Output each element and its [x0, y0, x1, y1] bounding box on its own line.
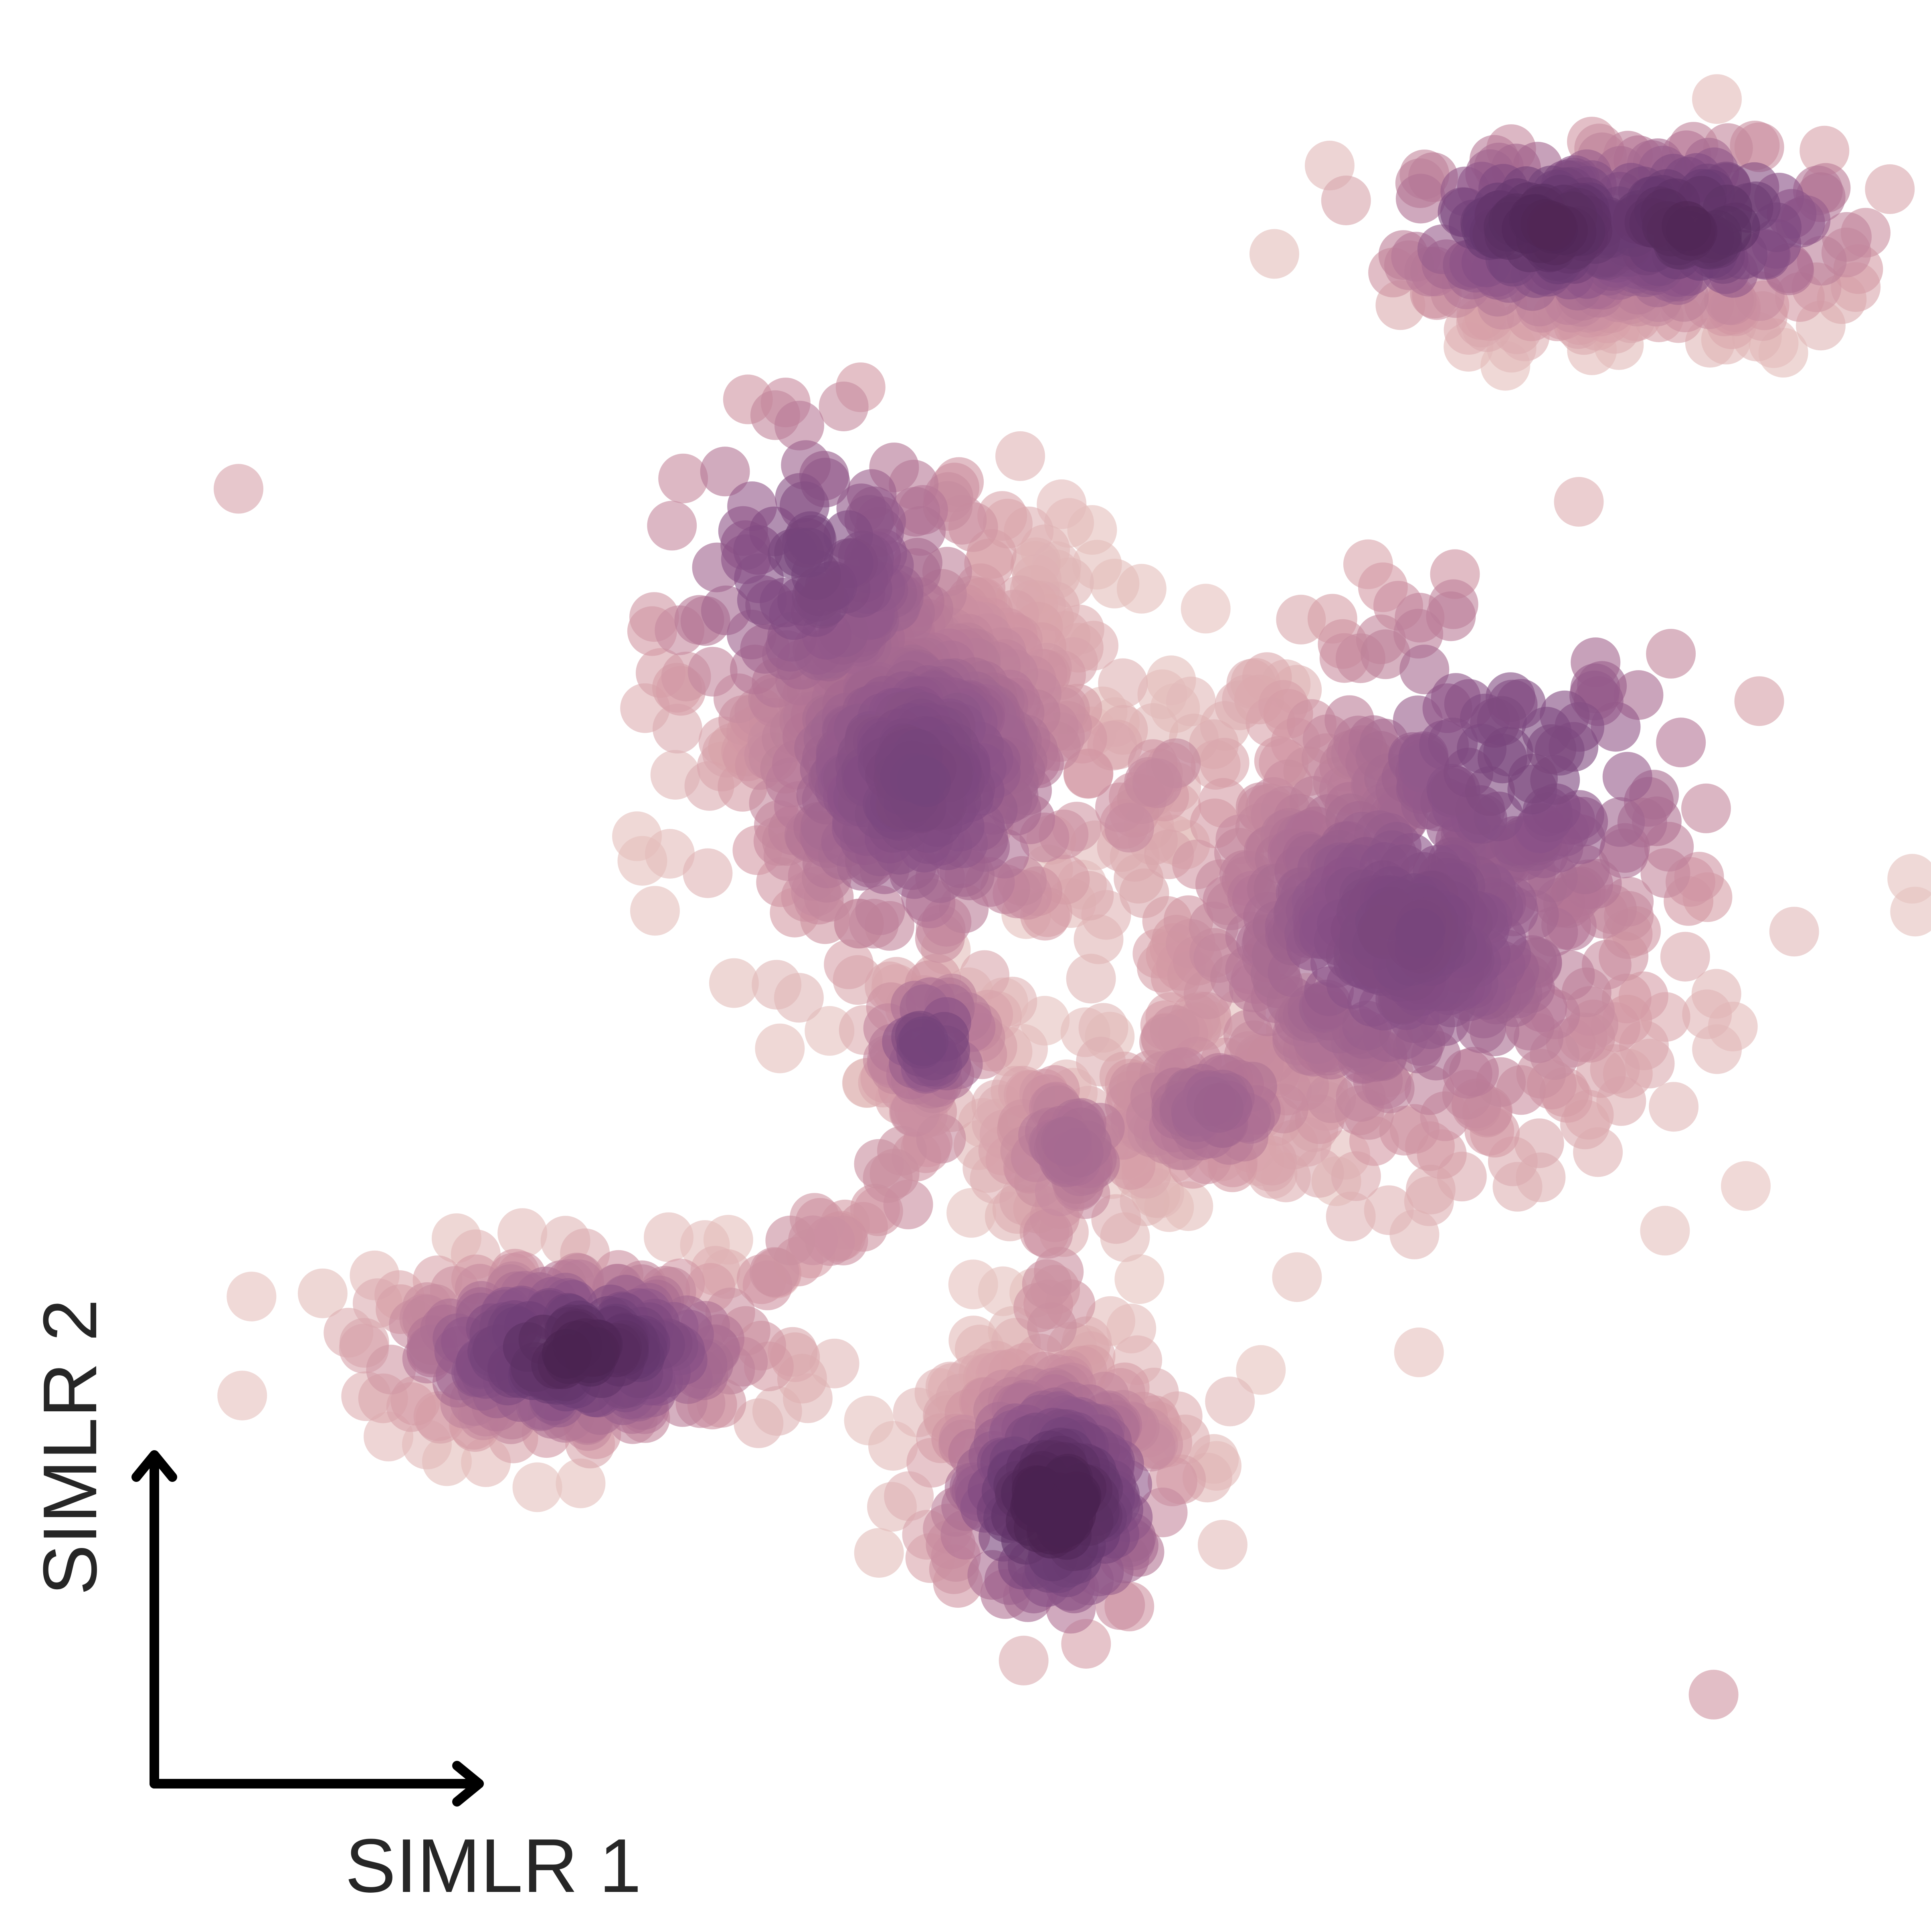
- data-point: [1646, 629, 1696, 679]
- data-point: [854, 1528, 904, 1578]
- data-point: [542, 1329, 592, 1379]
- data-point: [890, 753, 940, 803]
- data-point: [1800, 125, 1850, 176]
- data-point: [1043, 1117, 1093, 1167]
- data-point: [883, 1179, 933, 1229]
- data-point: [774, 973, 824, 1023]
- data-point: [1022, 1259, 1072, 1309]
- data-point: [1098, 658, 1148, 708]
- data-point: [755, 1023, 805, 1073]
- data-point: [1197, 1520, 1248, 1570]
- data-point: [1688, 1669, 1739, 1720]
- data-point: [1483, 726, 1533, 776]
- data-point: [1527, 201, 1577, 251]
- data-point: [1692, 74, 1742, 124]
- data-point: [226, 1271, 277, 1322]
- data-point: [1399, 645, 1450, 695]
- data-point: [819, 382, 869, 431]
- data-point: [700, 447, 750, 497]
- data-point: [1734, 676, 1784, 726]
- data-point: [1394, 1327, 1444, 1377]
- data-point: [995, 431, 1045, 481]
- x-axis-label: SIMLR 1: [345, 1823, 641, 1908]
- data-point: [497, 1208, 548, 1258]
- data-points-layer: [214, 74, 1931, 1720]
- data-point: [1640, 1206, 1690, 1256]
- data-point: [774, 400, 824, 451]
- data-point: [683, 848, 733, 898]
- y-axis-arrowhead: [131, 1450, 177, 1482]
- data-point: [297, 1268, 348, 1318]
- data-point: [1326, 1191, 1376, 1241]
- data-point: [1662, 201, 1712, 251]
- data-point: [916, 1114, 966, 1164]
- data-point: [1514, 1118, 1564, 1168]
- data-point: [999, 1635, 1049, 1685]
- data-point: [1272, 1252, 1322, 1302]
- data-point: [1090, 558, 1140, 608]
- data-point: [1681, 783, 1731, 833]
- data-point: [1364, 1185, 1414, 1235]
- data-point: [1193, 1083, 1244, 1133]
- data-point: [1066, 954, 1116, 1004]
- data-point: [1554, 477, 1604, 527]
- data-point: [647, 501, 697, 551]
- data-point: [1205, 1376, 1255, 1427]
- data-point: [855, 885, 905, 935]
- x-axis-arrowhead: [452, 1761, 484, 1807]
- y-axis-label: SIMLR 2: [28, 1299, 113, 1595]
- data-point: [630, 886, 680, 936]
- data-point: [217, 1370, 267, 1421]
- data-point: [658, 453, 708, 503]
- data-point: [512, 1462, 562, 1512]
- data-point: [1037, 479, 1087, 529]
- data-point: [765, 1215, 815, 1265]
- data-point: [709, 958, 759, 1008]
- data-point: [784, 527, 834, 578]
- data-point: [1023, 1209, 1073, 1259]
- data-point: [645, 829, 695, 879]
- data-point: [1104, 802, 1155, 853]
- data-point: [1887, 854, 1931, 904]
- data-point: [1660, 932, 1710, 982]
- data-point: [1181, 584, 1231, 634]
- data-point: [1236, 1345, 1286, 1395]
- data-point: [652, 703, 702, 754]
- data-point: [899, 1016, 949, 1066]
- data-point: [1721, 1161, 1771, 1211]
- data-point: [1865, 164, 1915, 214]
- data-point: [1656, 717, 1706, 768]
- data-point: [1114, 1254, 1165, 1304]
- axis-indicator: [131, 1450, 484, 1807]
- data-point: [1395, 174, 1446, 224]
- data-point: [1682, 989, 1732, 1039]
- data-point: [556, 1458, 606, 1508]
- data-point: [1649, 1082, 1699, 1132]
- data-point: [687, 647, 738, 697]
- data-point: [1769, 907, 1819, 957]
- data-point: [1602, 752, 1652, 802]
- data-point: [854, 1139, 904, 1189]
- data-point: [1199, 738, 1250, 788]
- data-point: [1595, 797, 1645, 847]
- data-point: [1249, 229, 1299, 279]
- data-point: [1039, 1498, 1089, 1548]
- data-point: [1027, 1302, 1077, 1352]
- data-point: [1395, 908, 1445, 958]
- data-point: [1321, 176, 1371, 225]
- data-point: [824, 939, 874, 989]
- data-point: [1132, 758, 1182, 808]
- data-point: [214, 464, 263, 514]
- data-point: [805, 1216, 855, 1266]
